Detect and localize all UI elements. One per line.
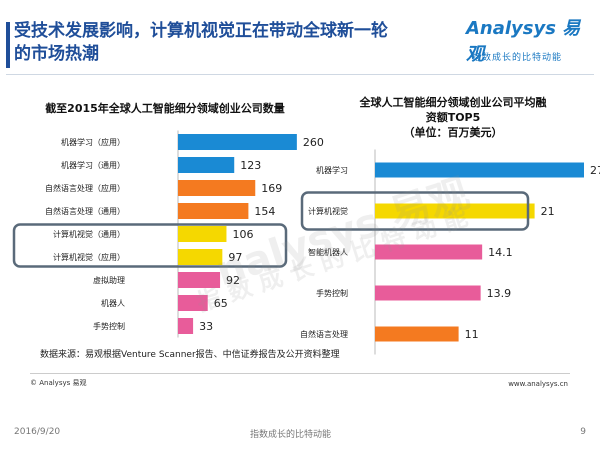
chart1-category-label-4: 计算机视觉（通用）	[53, 229, 125, 239]
chart2-bar-3	[375, 285, 481, 301]
logo-text: Analysys 易观	[466, 18, 581, 65]
chart2-title-line1: 全球人工智能细分领域创业公司平均融	[359, 96, 547, 109]
chart1-bar-4	[178, 226, 227, 242]
chart1-value-label-3: 154	[254, 205, 275, 218]
chart2-title-line3: （单位：百万美元）	[403, 126, 503, 139]
chart1-category-label-5: 计算机视觉（应用）	[53, 252, 125, 262]
chart2-title: 全球人工智能细分领域创业公司平均融 资额TOP5 （单位：百万美元）	[318, 95, 588, 140]
chart1-category-label-6: 虚拟助理	[93, 275, 125, 285]
chart2-bar-1	[375, 203, 535, 219]
footer-date: 2016/9/20	[14, 427, 61, 437]
chart1-category-label-2: 自然语言处理（应用）	[45, 183, 125, 193]
chart1-title: 截至2015年全球人工智能细分领域创业公司数量	[45, 102, 285, 115]
chart1-category-label-3: 自然语言处理（通用）	[45, 206, 125, 216]
chart2-category-label-0: 机器学习	[316, 165, 348, 175]
chart2-value-label-1: 21	[541, 205, 555, 218]
copyright: © Analysys 易观	[30, 379, 87, 387]
chart1-bar-8	[178, 318, 194, 334]
chart1-value-label-1: 123	[240, 159, 261, 172]
title-accent-bar	[6, 22, 10, 68]
data-source: 数据来源：易观根据Venture Scanner报告、中信证券报告及公开资料整理	[40, 350, 340, 360]
chart2-category-label-2: 智能机器人	[308, 247, 348, 257]
header-divider	[6, 74, 594, 75]
chart1-value-label-5: 97	[228, 251, 242, 264]
chart1-bar-7	[178, 295, 208, 311]
chart1-bar-0	[178, 134, 297, 150]
chart2-bar-0	[375, 162, 584, 178]
website-link[interactable]: www.analysys.cn	[508, 380, 568, 388]
chart1-value-label-2: 169	[261, 182, 282, 195]
page-title-line2: 的市场热潮	[14, 44, 99, 64]
footer-slogan: 指数成长的比特动能	[250, 430, 332, 440]
chart2-category-label-4: 自然语言处理	[300, 329, 348, 339]
chart1-bar-6	[178, 272, 221, 288]
chart1-value-label-6: 92	[226, 274, 240, 287]
footer-divider	[30, 373, 570, 374]
chart1-bar-5	[178, 249, 223, 265]
chart1-value-label-0: 260	[303, 136, 324, 149]
page-number: 9	[580, 427, 586, 437]
chart2-highlight-box	[300, 191, 530, 231]
chart2-bar-2	[375, 244, 483, 260]
logo-slogan: 指数成长的比特动能	[472, 53, 563, 63]
page-title-line1: 受技术发展影响，计算机视觉正在带动全球新一轮	[14, 21, 388, 41]
chart1-category-label-7: 机器人	[101, 298, 125, 308]
chart1-value-label-7: 65	[214, 297, 228, 310]
chart2-value-label-0: 27.5	[590, 164, 600, 177]
chart1-value-label-8: 33	[199, 320, 213, 333]
chart1-bar-2	[178, 180, 256, 196]
chart1-bar-3	[178, 203, 249, 219]
analysys-logo: Analysys 易观 指数成长的比特动能	[466, 14, 594, 70]
chart2-category-label-1: 计算机视觉	[308, 206, 348, 216]
chart1-category-label-1: 机器学习（通用）	[61, 160, 125, 170]
chart2-value-label-2: 14.1	[488, 246, 513, 259]
page-title: 受技术发展影响，计算机视觉正在带动全球新一轮 的市场热潮	[14, 20, 454, 66]
chart1-category-label-8: 手势控制	[93, 321, 125, 331]
chart2-title-line2: 资额TOP5	[425, 111, 481, 124]
chart2-category-label-3: 手势控制	[316, 288, 348, 298]
chart2-value-label-3: 13.9	[487, 287, 512, 300]
chart1-highlight-box	[12, 223, 288, 268]
chart1-bar-1	[178, 157, 235, 173]
chart1-category-label-0: 机器学习（应用）	[61, 137, 125, 147]
chart1-value-label-4: 106	[232, 228, 253, 241]
chart2-bar-4	[375, 326, 459, 342]
chart2-value-label-4: 11	[465, 328, 479, 341]
